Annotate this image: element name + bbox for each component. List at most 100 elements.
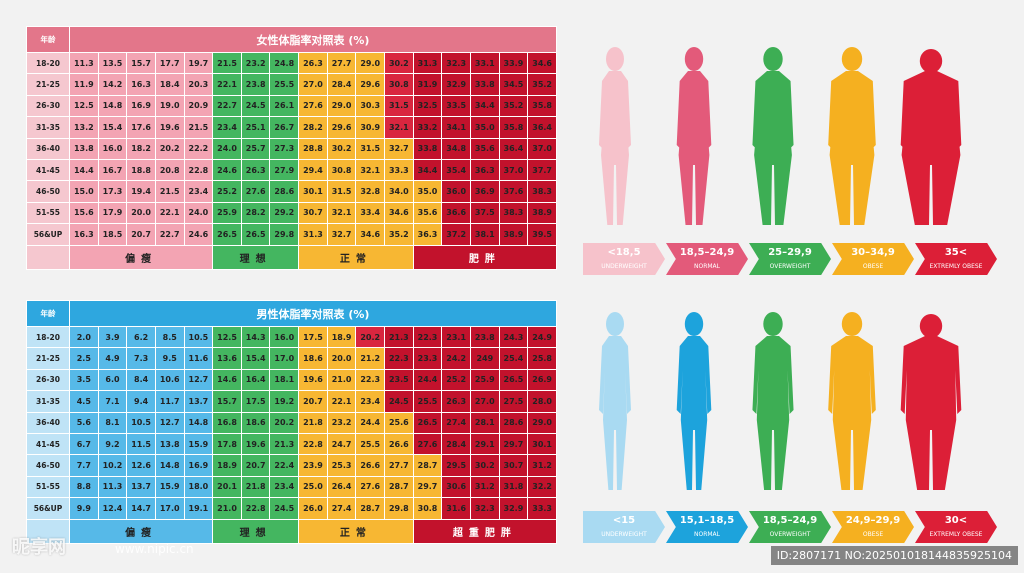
value-cell: 16.4 [240, 368, 271, 392]
age-cell: 41-45 [26, 158, 70, 182]
value-cell: 33.8 [412, 137, 443, 160]
value-cell: 22.7 [154, 223, 185, 246]
value-cell: 30.1 [298, 180, 328, 203]
value-cell: 33.9 [498, 51, 529, 75]
age-cell: 18-20 [26, 325, 70, 349]
category-label: 超重肥胖 [412, 518, 558, 544]
value-cell: 26.7 [269, 116, 300, 139]
value-cell: 28.4 [326, 73, 357, 96]
value-cell: 37.6 [498, 180, 529, 203]
value-cell: 35.2 [527, 73, 557, 96]
value-cell: 32.1 [355, 158, 386, 182]
value-cell: 11.6 [183, 347, 214, 370]
value-cell: 27.6 [355, 475, 386, 499]
value-cell: 34.6 [527, 51, 557, 75]
value-cell: 25.1 [240, 116, 271, 139]
scale-arrow: 18,5–24,9 OVERWEIGHT [749, 511, 831, 543]
scale-arrow: 35< EXTREMLY OBESE [915, 243, 997, 275]
value-cell: 36.4 [498, 137, 529, 160]
category-label: 正常 [298, 244, 414, 270]
value-cell: 35.6 [469, 137, 500, 160]
scale-label: OBESE [862, 263, 884, 270]
value-cell: 23.4 [355, 390, 386, 413]
value-cell: 12.6 [126, 454, 156, 477]
value-cell: 26.6 [384, 432, 414, 456]
value-cell: 20.7 [298, 390, 328, 413]
value-cell: 14.7 [126, 497, 156, 520]
age-cell: 51-55 [26, 201, 70, 225]
table-row: 51-55 15.6 17.9 20.0 22.1 24.0 25.9 28.2 29.2 30.… [26, 201, 557, 225]
value-cell: 21.2 [355, 347, 386, 370]
value-cell: 12.5 [69, 94, 99, 118]
value-cell: 22.4 [269, 454, 300, 477]
value-cell: 9.4 [126, 390, 156, 413]
value-cell: 14.6 [212, 368, 242, 392]
value-cell: 32.7 [326, 223, 357, 246]
value-cell: 24.6 [183, 223, 214, 246]
value-cell: 22.7 [212, 94, 242, 118]
value-cell: 9.9 [69, 497, 99, 520]
category-label: 偏瘦 [68, 518, 214, 544]
value-cell: 27.5 [498, 390, 529, 413]
value-cell: 30.8 [412, 497, 443, 520]
overweight-silhouette [738, 310, 808, 499]
female-body-fat-table: 年龄 女性体脂率对照表 (%) 18-20 11.3 13.5 15.7 17.7 19.7 2… [26, 26, 558, 270]
value-cell: 24.8 [269, 51, 300, 75]
value-cell: 18.9 [326, 325, 357, 349]
value-cell: 25.4 [498, 347, 529, 370]
value-cell: 3.5 [69, 368, 99, 392]
value-cell: 33.5 [441, 94, 471, 118]
value-cell: 26.0 [298, 497, 328, 520]
value-cell: 32.8 [355, 180, 386, 203]
value-cell: 10.5 [183, 325, 214, 349]
age-cell: 46-50 [26, 180, 70, 203]
value-cell: 35.2 [498, 94, 529, 118]
value-cell: 34.8 [441, 137, 471, 160]
value-cell: 23.5 [384, 368, 414, 392]
value-cell: 31.8 [498, 475, 529, 499]
value-cell: 22.8 [298, 432, 328, 456]
value-cell: 22.2 [183, 137, 214, 160]
value-cell: 16.0 [269, 325, 300, 349]
value-cell: 19.7 [183, 51, 214, 75]
value-cell: 22.3 [384, 347, 414, 370]
value-cell: 13.7 [126, 475, 156, 499]
value-cell: 23.1 [441, 325, 471, 349]
age-header: 年龄 [26, 300, 70, 327]
value-cell: 24.7 [326, 432, 357, 456]
value-cell: 27.6 [298, 94, 328, 118]
value-cell: 29.7 [412, 475, 443, 499]
table-row: 26-30 12.5 14.8 16.9 19.0 20.9 22.7 24.5 26.1 27.… [26, 94, 557, 118]
value-cell: 30.3 [355, 94, 386, 118]
value-cell: 26.5 [498, 368, 529, 392]
value-cell: 9.5 [154, 347, 185, 370]
value-cell: 26.5 [412, 411, 443, 434]
age-cell: 31-35 [26, 116, 70, 139]
value-cell: 27.7 [326, 51, 357, 75]
scale-value: 18,5–24,9 [679, 247, 735, 258]
value-cell: 23.8 [469, 325, 500, 349]
value-cell: 28.7 [355, 497, 386, 520]
value-cell: 6.0 [97, 368, 128, 392]
value-cell: 17.5 [298, 325, 328, 349]
value-cell: 20.7 [126, 223, 156, 246]
value-cell: 19.6 [154, 116, 185, 139]
value-cell: 31.9 [412, 73, 443, 96]
value-cell: 38.9 [527, 201, 557, 225]
value-cell: 20.7 [240, 454, 271, 477]
value-cell: 21.3 [269, 432, 300, 456]
value-cell: 19.0 [154, 94, 185, 118]
value-cell: 23.4 [183, 180, 214, 203]
value-cell: 22.3 [355, 368, 386, 392]
value-cell: 8.5 [154, 325, 185, 349]
table-row: 31-35 4.5 7.1 9.4 11.7 13.7 15.7 17.5 19.2 20.7 22… [26, 390, 557, 413]
value-cell: 33.1 [469, 51, 500, 75]
value-cell: 26.1 [269, 94, 300, 118]
value-cell: 29.2 [269, 201, 300, 225]
value-cell: 27.7 [384, 454, 414, 477]
value-cell: 29.6 [355, 73, 386, 96]
value-cell: 15.4 [97, 116, 128, 139]
value-cell: 26.6 [355, 454, 386, 477]
value-cell: 24.5 [240, 94, 271, 118]
age-cell: 21-25 [26, 73, 70, 96]
